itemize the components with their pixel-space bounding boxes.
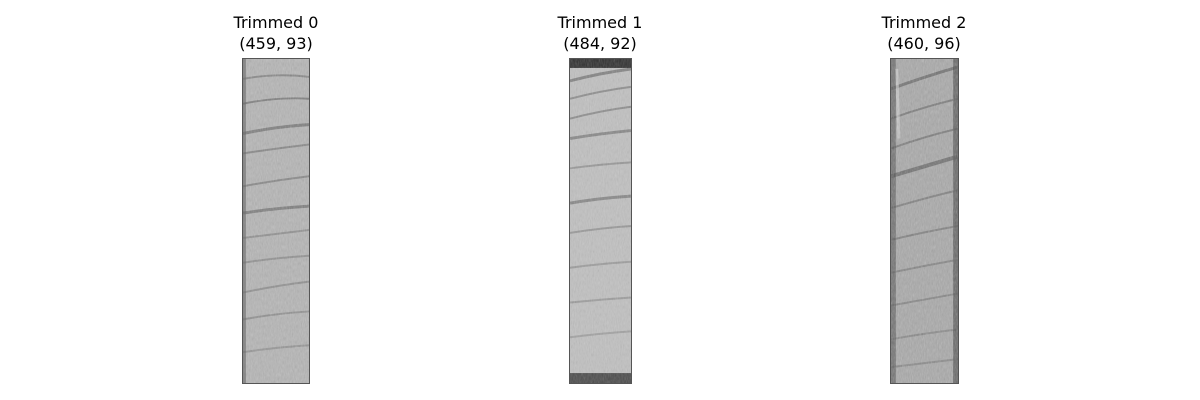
panel-title-label-0: Trimmed 0 — [233, 13, 319, 32]
image-strip-texture-0 — [243, 59, 309, 383]
image-strip-1 — [569, 58, 632, 384]
panel-title-0: Trimmed 0 (459, 93) — [196, 12, 356, 54]
panel-title-2: Trimmed 2 (460, 96) — [844, 12, 1004, 54]
image-strip-texture-2 — [891, 59, 958, 383]
panel-shape-label-0: (459, 93) — [239, 34, 313, 53]
panel-title-label-1: Trimmed 1 — [557, 13, 643, 32]
panel-title-1: Trimmed 1 (484, 92) — [520, 12, 680, 54]
image-strip-2 — [890, 58, 959, 384]
panel-title-label-2: Trimmed 2 — [881, 13, 967, 32]
panel-shape-label-1: (484, 92) — [563, 34, 637, 53]
image-strip-texture-1 — [570, 59, 631, 383]
panel-shape-label-2: (460, 96) — [887, 34, 961, 53]
image-strip-0 — [242, 58, 310, 384]
